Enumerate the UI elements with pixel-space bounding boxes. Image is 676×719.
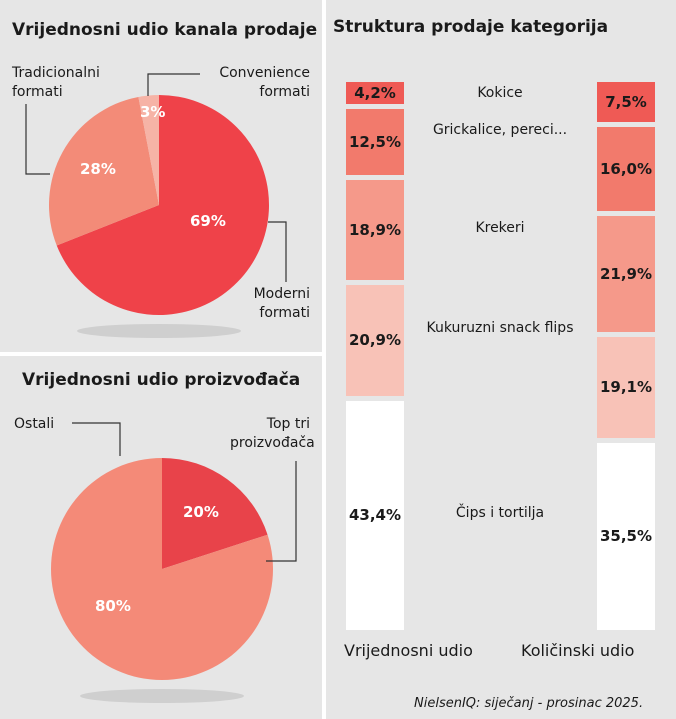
pie-slice-moderni-formati: [56, 95, 269, 315]
x-label-kolicinski: Količinski udio: [521, 641, 635, 660]
leader-line-ostali: [72, 422, 121, 456]
bar-segment-ips-i-tortilja-kolicinski: 35,5%: [597, 442, 655, 630]
legend-label-top-tri: Top tri proizvođača: [230, 416, 315, 451]
slice-label-top-tri: 20%: [183, 503, 219, 521]
series-label-krekeri: Krekeri: [475, 219, 525, 236]
pie-shadow: [80, 689, 244, 703]
bar-segment-ips-i-tortilja-vrijednosni: 43,4%: [346, 400, 404, 630]
legend-label-tradicionalni: Tradicionalni formati: [12, 65, 100, 100]
pie-chart-producers: [51, 422, 297, 703]
pie-chart-channels: [25, 73, 287, 338]
slice-label-moderni: 69%: [190, 212, 226, 230]
bar-segment-krekeri-vrijednosni: 18,9%: [346, 180, 404, 281]
bar-segment-kokice-kolicinski: 7,5%: [597, 82, 655, 122]
bar-segment-kokice-vrijednosni: 4,2%: [346, 82, 404, 105]
slice-label-tradicionalni: 28%: [80, 160, 116, 178]
pie-slice-top-tri-proizvo-a-a: [162, 458, 268, 569]
leader-line-moderni: [268, 221, 287, 282]
series-label-grickalice-pereci: Grickalice, pereci...: [432, 122, 568, 139]
chart-title-producers: Vrijednosni udio proizvođača: [22, 370, 301, 390]
legend-label-convenience: Convenience formati: [219, 65, 310, 100]
pie-slice-ostali: [51, 458, 274, 680]
slice-label-convenience: 3%: [140, 103, 166, 121]
x-label-vrijednosni: Vrijednosni udio: [344, 641, 473, 660]
source-note: NielsenIQ: siječanj - prosinac 2025.: [414, 696, 644, 711]
bar-segment-grickalice-pereci-kolicinski: 16,0%: [597, 126, 655, 212]
slice-label-ostali: 80%: [95, 597, 131, 615]
leader-line-tradicionalni: [25, 104, 50, 175]
legend-label-moderni: Moderni formati: [253, 286, 310, 321]
leader-line-top-tri: [266, 461, 297, 562]
series-label-ips-i-tortilja: Čips i tortilja: [455, 504, 545, 521]
leader-line-convenience: [147, 73, 200, 96]
series-label-kukuruzni-snack-flips: Kukuruzni snack flips: [426, 320, 574, 337]
pie-slice-convenience-formati: [138, 95, 159, 205]
bar-segment-grickalice-pereci-vrijednosni: 12,5%: [346, 109, 404, 176]
bar-segment-kukuruzni-snack-flips-kolicinski: 19,1%: [597, 336, 655, 438]
bar-segment-kukuruzni-snack-flips-vrijednosni: 20,9%: [346, 285, 404, 396]
chart-title-structure: Struktura prodaje kategorija: [333, 17, 609, 37]
bar-segment-krekeri-kolicinski: 21,9%: [597, 216, 655, 332]
pie-shadow: [77, 324, 241, 338]
series-label-kokice: Kokice: [477, 84, 523, 101]
chart-title-channels: Vrijednosni udio kanala prodaje: [12, 20, 318, 40]
legend-label-ostali: Ostali: [14, 416, 55, 432]
pie-slice-tradicionalni-formati: [49, 96, 160, 246]
